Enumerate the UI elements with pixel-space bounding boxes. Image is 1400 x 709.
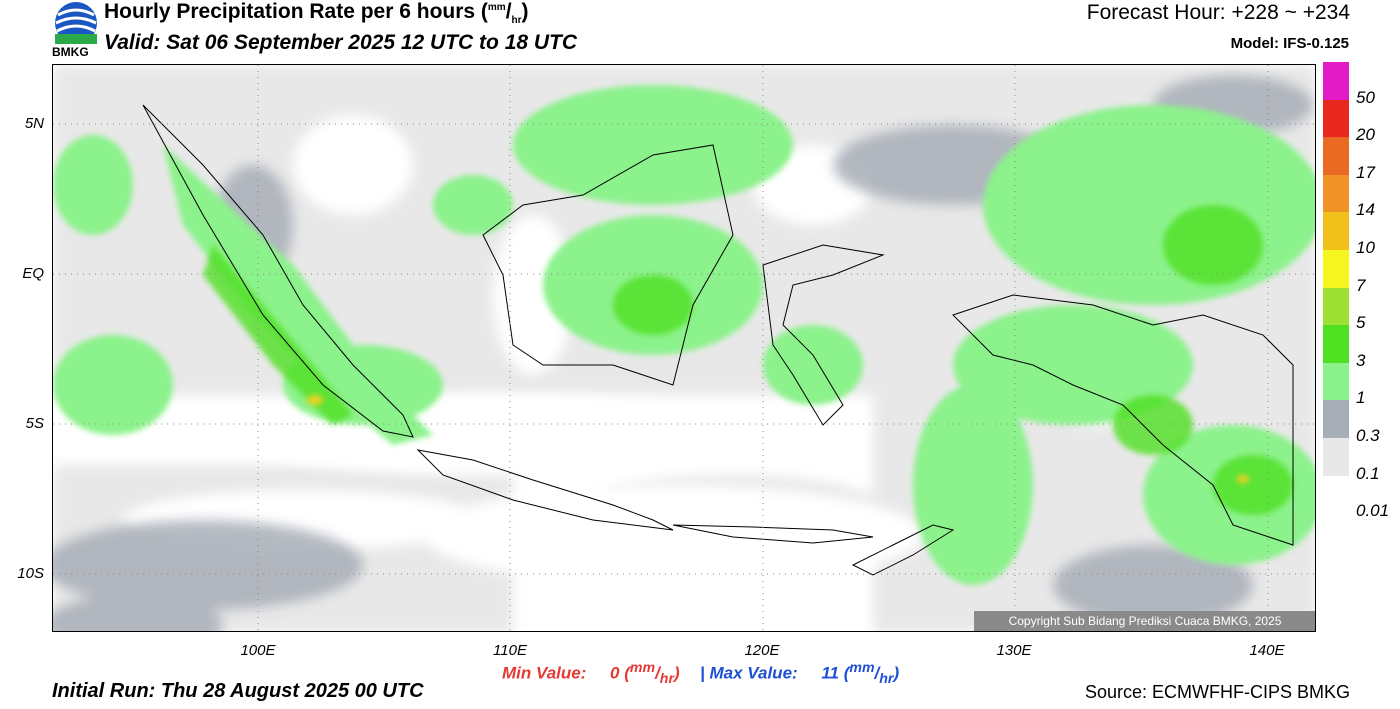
lon-label-120e: 120E: [744, 642, 780, 659]
bmkg-logo: BMKG: [52, 1, 100, 59]
legend-label: 14: [1356, 200, 1375, 220]
map-canvas: [53, 65, 1315, 631]
max-value: | Max Value: 11 (mm/hr): [700, 660, 900, 688]
stats-separator: |: [700, 663, 705, 683]
min-unit-sup: mm: [629, 660, 656, 676]
color-legend: [1323, 62, 1349, 476]
legend-swatch: [1323, 174, 1349, 213]
legend-swatch: [1323, 62, 1349, 100]
title-text: Hourly Precipitation Rate per 6 hours (: [104, 0, 488, 23]
legend-label: 0.01: [1356, 501, 1390, 521]
initial-run: Initial Run: Thu 28 August 2025 00 UTC: [52, 680, 424, 702]
max-number: 11: [821, 663, 839, 683]
lon-label-130e: 130E: [996, 642, 1032, 659]
legend-label: 50: [1356, 87, 1375, 107]
min-number: 0: [610, 663, 620, 683]
legend-label: 3: [1356, 350, 1366, 370]
title-unit-sup: mm: [487, 2, 506, 13]
lon-label-100e: 100E: [240, 642, 276, 659]
legend-swatch: [1323, 437, 1349, 476]
legend-label: 17: [1356, 162, 1375, 182]
max-label: Max Value:: [709, 663, 798, 683]
lat-label-eq: EQ: [22, 265, 44, 282]
lat-label-5s: 5S: [25, 415, 44, 432]
min-label: Min Value:: [502, 663, 587, 683]
max-unit-sup: mm: [849, 660, 875, 676]
lat-label-10s: 10S: [17, 565, 44, 582]
valid-time: Valid: Sat 06 September 2025 12 UTC to 1…: [104, 31, 578, 54]
forecast-hour: Forecast Hour: +228 ~ +234: [1086, 1, 1350, 24]
title-close: ): [521, 0, 529, 23]
legend-swatch: [1323, 249, 1349, 288]
min-value: Min Value: 0 (mm/hr): [502, 660, 680, 688]
legend-swatch: [1323, 99, 1349, 138]
model-name: Model: IFS-0.125: [1230, 35, 1349, 52]
legend-swatch: [1323, 212, 1349, 250]
precipitation-map: Copyright Sub Bidang Prediksi Cuaca BMKG…: [52, 64, 1316, 632]
max-unit-sub: hr: [879, 671, 894, 688]
legend-label: 20: [1356, 125, 1375, 145]
lat-label-5n: 5N: [24, 115, 44, 132]
legend-swatch: [1323, 137, 1349, 175]
lon-label-140e: 140E: [1249, 642, 1285, 659]
legend-label: 7: [1356, 275, 1366, 295]
legend-label: 10: [1356, 238, 1375, 257]
legend-swatch: [1323, 325, 1349, 363]
legend-label: 0.3: [1356, 426, 1380, 445]
legend-swatch: [1323, 400, 1349, 438]
data-source: Source: ECMWFHF-CIPS BMKG: [1084, 682, 1350, 702]
legend-label: 1: [1356, 388, 1366, 408]
legend-label: 0.1: [1356, 463, 1380, 483]
legend-label: 5: [1356, 313, 1366, 333]
title-unit-sub: hr: [511, 15, 522, 27]
legend-swatch: [1323, 287, 1349, 326]
logo-text: BMKG: [52, 45, 89, 59]
lon-label-110e: 110E: [493, 642, 527, 659]
map-title: Hourly Precipitation Rate per 6 hours (m…: [104, 0, 529, 27]
copyright-label: Copyright Sub Bidang Prediksi Cuaca BMKG…: [974, 611, 1315, 631]
legend-swatch: [1323, 362, 1349, 401]
min-unit-sub: hr: [659, 671, 674, 688]
